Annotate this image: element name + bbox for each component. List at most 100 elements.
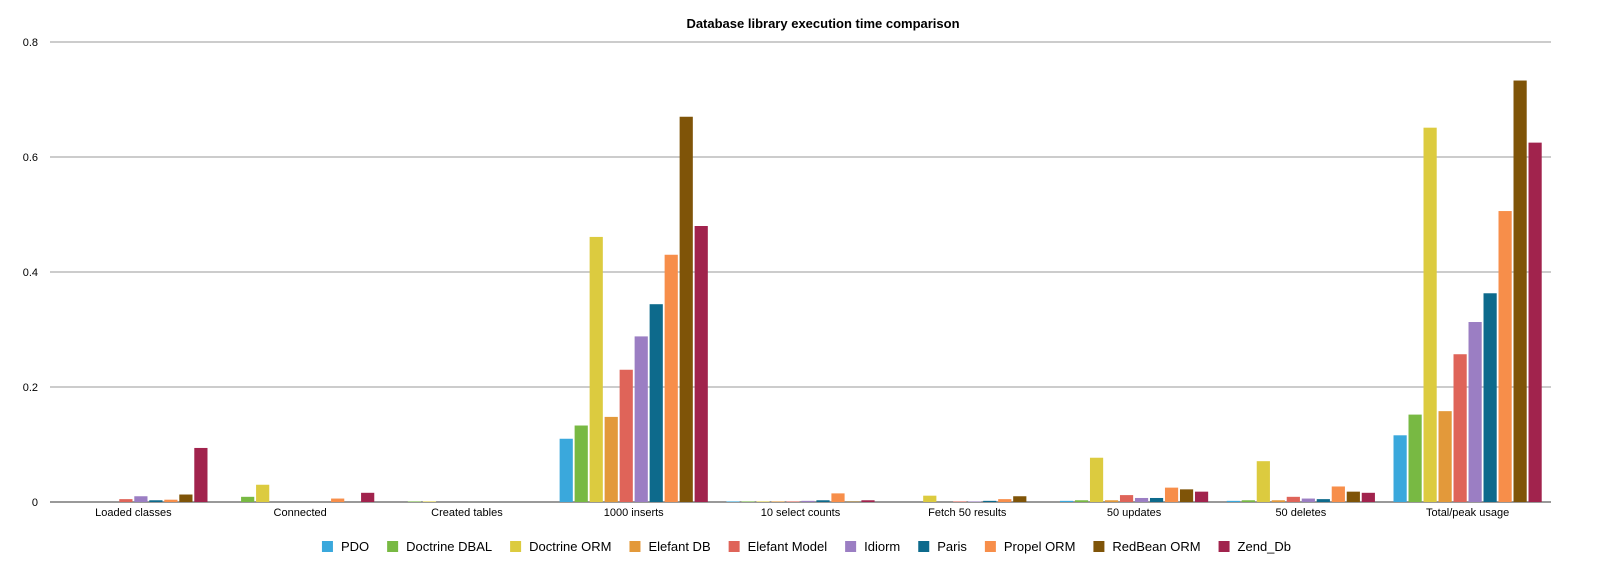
legend-swatch: [321, 541, 333, 552]
legend: PDO Doctrine DBAL Doctrine ORM Elefant DB El…: [321, 539, 1291, 554]
legend-swatch: [984, 541, 996, 552]
bar: [1013, 496, 1027, 502]
bar: [164, 499, 178, 502]
legend-label: Doctrine DBAL: [406, 539, 492, 554]
y-tick-label: 0.8: [23, 37, 38, 49]
x-tick-label: Connected: [274, 507, 327, 519]
bar: [756, 501, 770, 502]
x-tick-label: Loaded classes: [95, 507, 172, 519]
bar: [422, 501, 437, 502]
bar: [816, 500, 830, 502]
y-tick-label: 0.2: [23, 382, 38, 394]
legend-label: PDO: [341, 539, 369, 554]
bar: [1393, 435, 1407, 502]
bar: [983, 500, 997, 502]
bar: [861, 500, 875, 502]
bar: [1483, 293, 1497, 502]
bar: [1346, 491, 1360, 502]
bar: [331, 498, 345, 502]
bar: [831, 493, 845, 503]
bar: [604, 416, 618, 502]
legend-swatch: [629, 541, 641, 552]
bar: [619, 369, 633, 502]
x-tick-label: 50 updates: [1107, 507, 1162, 519]
bar: [241, 496, 255, 502]
bar: [786, 501, 800, 502]
bar: [1316, 499, 1330, 503]
bar: [1423, 127, 1437, 503]
legend-label: Paris: [937, 539, 967, 554]
legend-swatch: [918, 541, 930, 552]
bar: [1331, 486, 1345, 502]
legend-label: Elefant Model: [748, 539, 828, 554]
bar: [1074, 500, 1089, 502]
bar: [1301, 498, 1315, 502]
bar: [1089, 457, 1104, 502]
bar: [1179, 489, 1194, 502]
axis-labels: 0 0.2 0.4 0.6 0.8 Loaded classes Connected Crea…: [23, 37, 1509, 519]
bars: [119, 80, 1542, 503]
legend-label: Propel ORM: [1004, 539, 1076, 554]
bar: [1408, 414, 1422, 502]
bar: [574, 425, 588, 502]
x-tick-label: Fetch 50 results: [928, 507, 1007, 519]
y-tick-label: 0: [32, 497, 38, 509]
bar: [998, 499, 1012, 503]
legend-swatch: [510, 541, 522, 552]
bar: [1468, 322, 1482, 502]
bar: [771, 501, 785, 502]
bar: [361, 492, 375, 502]
legend-label: Doctrine ORM: [529, 539, 611, 554]
x-tick-label: 1000 inserts: [604, 507, 664, 519]
chart-title: Database library execution time comparis…: [686, 16, 959, 31]
legend-swatch: [1218, 541, 1230, 552]
y-tick-label: 0.6: [23, 152, 38, 164]
bar: [1528, 142, 1542, 503]
bar: [149, 500, 163, 502]
bar: [1194, 491, 1209, 502]
bar: [1134, 497, 1149, 502]
bar: [801, 500, 815, 502]
bar: [923, 495, 937, 502]
bar: [256, 484, 270, 502]
bar: [846, 501, 860, 502]
bar: [968, 501, 982, 502]
x-tick-label: 10 select counts: [761, 507, 841, 519]
bar: [1149, 497, 1164, 502]
bar: [1104, 500, 1119, 502]
bar: [134, 496, 148, 502]
x-tick-label: Created tables: [431, 507, 503, 519]
bar: [694, 226, 708, 502]
bar: [726, 501, 740, 502]
bar: [1256, 461, 1270, 502]
bar: [649, 304, 663, 502]
bar: [1241, 500, 1255, 502]
bar: [953, 501, 967, 502]
bar: [1059, 500, 1074, 502]
x-tick-label: Total/peak usage: [1426, 507, 1509, 519]
bar: [194, 447, 208, 502]
legend-swatch: [387, 541, 399, 552]
bar: [179, 494, 193, 502]
bar: [634, 336, 648, 502]
bar: [1361, 492, 1375, 502]
x-tick-label: 50 deletes: [1275, 507, 1326, 519]
bar: [407, 501, 422, 502]
legend-swatch: [845, 541, 857, 552]
legend-label: Zend_Db: [1238, 539, 1291, 554]
bar: [741, 501, 755, 502]
bar: [589, 236, 603, 503]
legend-label: Idiorm: [864, 539, 900, 554]
y-tick-label: 0.4: [23, 267, 38, 279]
legend-swatch: [1093, 541, 1105, 552]
bar: [1453, 354, 1467, 502]
legend-label: Elefant DB: [648, 539, 710, 554]
bar: [1513, 80, 1527, 502]
grid-lines: [50, 41, 1551, 503]
bar: [1164, 487, 1179, 503]
bar: [1498, 211, 1512, 503]
legend-swatch: [728, 541, 740, 552]
bar: [1438, 411, 1452, 502]
bar: [1119, 495, 1134, 502]
